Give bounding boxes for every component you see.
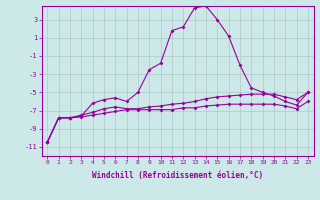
X-axis label: Windchill (Refroidissement éolien,°C): Windchill (Refroidissement éolien,°C): [92, 171, 263, 180]
